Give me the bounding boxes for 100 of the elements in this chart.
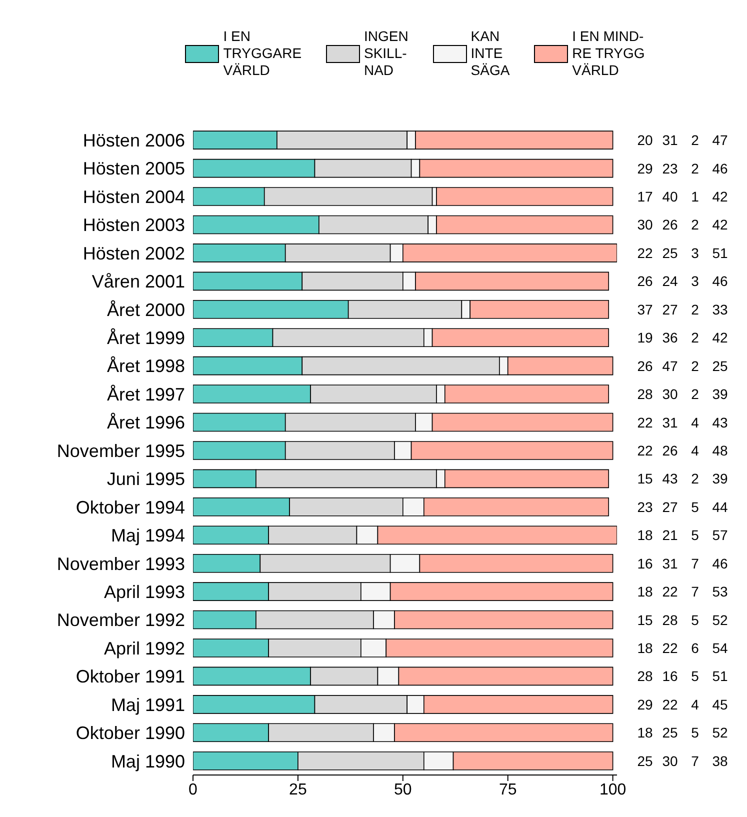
y-tick-label: Året 1999 <box>106 328 185 348</box>
data-label: 28 <box>637 386 653 402</box>
legend-label: I EN TRYGGARE VÄRLD <box>223 28 302 79</box>
data-label: 18 <box>637 527 653 544</box>
data-label: 31 <box>662 414 678 430</box>
data-label: 46 <box>712 273 728 290</box>
data-label: 1 <box>691 188 700 205</box>
data-label: 5 <box>691 724 700 741</box>
data-label: 43 <box>712 414 728 430</box>
data-label: 36 <box>662 330 678 346</box>
legend-label: KAN INTE SÄGA <box>470 28 510 79</box>
y-tick-label: November 1992 <box>56 610 185 630</box>
data-label: 31 <box>662 132 678 148</box>
data-label: 27 <box>662 498 678 515</box>
data-label: 24 <box>662 273 678 290</box>
y-tick-label: Hösten 2004 <box>82 186 185 207</box>
data-label: 51 <box>712 668 728 684</box>
y-tick-label: Våren 2001 <box>92 272 185 292</box>
data-label: 22 <box>662 640 678 656</box>
y-tick-label: Oktober 1991 <box>76 666 185 687</box>
data-label: 25 <box>662 244 678 261</box>
data-label: 26 <box>662 442 678 458</box>
legend-label: INGEN SKILL- NAD <box>364 28 408 79</box>
data-label: 47 <box>712 132 728 148</box>
data-label: 26 <box>662 216 678 233</box>
data-label: 18 <box>637 584 653 600</box>
data-label: 40 <box>662 188 678 205</box>
data-label: 7 <box>691 584 700 600</box>
data-label: 28 <box>637 668 653 684</box>
data-label: 22 <box>637 244 653 261</box>
x-tick-label: 100 <box>599 781 626 798</box>
y-tick-label: Året 1998 <box>106 356 185 376</box>
data-label: 29 <box>637 160 653 176</box>
data-label: 23 <box>637 498 653 515</box>
data-label: 51 <box>712 244 728 261</box>
data-label: 27 <box>662 301 678 318</box>
data-label: 52 <box>712 612 728 628</box>
data-label: 5 <box>691 668 700 684</box>
data-label: 53 <box>712 584 728 600</box>
y-tick-label: Maj 1994 <box>110 526 185 546</box>
data-label: 2 <box>691 386 700 402</box>
data-label: 7 <box>691 555 700 572</box>
data-label: 37 <box>637 301 653 318</box>
y-tick-label: Oktober 1990 <box>76 723 185 744</box>
data-label: 2 <box>691 330 700 346</box>
data-label: 7 <box>691 752 700 769</box>
y-tick-label: Oktober 1994 <box>76 497 185 518</box>
y-tick-label: November 1993 <box>56 554 185 574</box>
legend-label: I EN MIND- RE TRYGG VÄRLD <box>572 28 645 79</box>
data-label: 43 <box>662 470 678 487</box>
data-label: 25 <box>662 724 678 741</box>
data-label: 25 <box>712 358 728 374</box>
data-label: 30 <box>662 752 678 769</box>
x-tick-label: 75 <box>498 781 517 798</box>
data-label: 15 <box>637 470 653 487</box>
data-label: 4 <box>691 442 700 458</box>
data-label: 48 <box>712 442 728 458</box>
data-label: 46 <box>712 555 728 572</box>
y-tick-label: Hösten 2006 <box>82 130 185 150</box>
data-label: 16 <box>662 668 678 684</box>
data-label: 26 <box>637 358 653 374</box>
data-label: 26 <box>637 273 653 290</box>
data-label: 21 <box>662 527 678 544</box>
data-label: 46 <box>712 160 728 176</box>
y-tick-label: April 1992 <box>104 638 185 658</box>
x-tick-label: 50 <box>394 781 412 798</box>
data-label: 4 <box>691 414 700 430</box>
data-label: 15 <box>637 612 653 628</box>
y-tick-label: Hösten 2003 <box>82 215 185 236</box>
data-label: 39 <box>712 386 728 402</box>
data-label: 2 <box>691 216 700 233</box>
data-label: 42 <box>712 188 728 205</box>
data-label: 30 <box>662 386 678 402</box>
data-label: 3 <box>691 244 700 261</box>
data-label: 42 <box>712 330 728 346</box>
x-tick-label: 0 <box>188 781 198 798</box>
data-label: 25 <box>637 752 653 769</box>
data-label: 3 <box>691 273 700 290</box>
data-label: 18 <box>637 640 653 656</box>
y-tick-label: Juni 1995 <box>106 469 185 490</box>
data-label: 23 <box>662 160 678 176</box>
data-label: 17 <box>637 188 653 205</box>
data-label: 2 <box>691 132 700 148</box>
data-label: 19 <box>637 330 653 346</box>
data-label: 38 <box>712 752 728 769</box>
data-label: 5 <box>691 498 700 515</box>
y-tick-label: Maj 1990 <box>110 751 185 772</box>
data-label: 28 <box>662 612 678 628</box>
bar <box>436 187 614 206</box>
data-label: 31 <box>662 555 678 572</box>
data-label: 2 <box>691 160 700 176</box>
data-label: 5 <box>691 527 700 544</box>
data-label: 22 <box>662 696 678 712</box>
y-tick-label: Maj 1991 <box>110 694 185 715</box>
data-label: 2 <box>691 301 700 318</box>
data-label: 44 <box>712 498 728 515</box>
y-tick-label: November 1995 <box>56 440 185 461</box>
data-label: 2 <box>691 470 700 487</box>
data-label: 4 <box>691 696 700 712</box>
y-tick-label: April 1993 <box>104 582 185 602</box>
